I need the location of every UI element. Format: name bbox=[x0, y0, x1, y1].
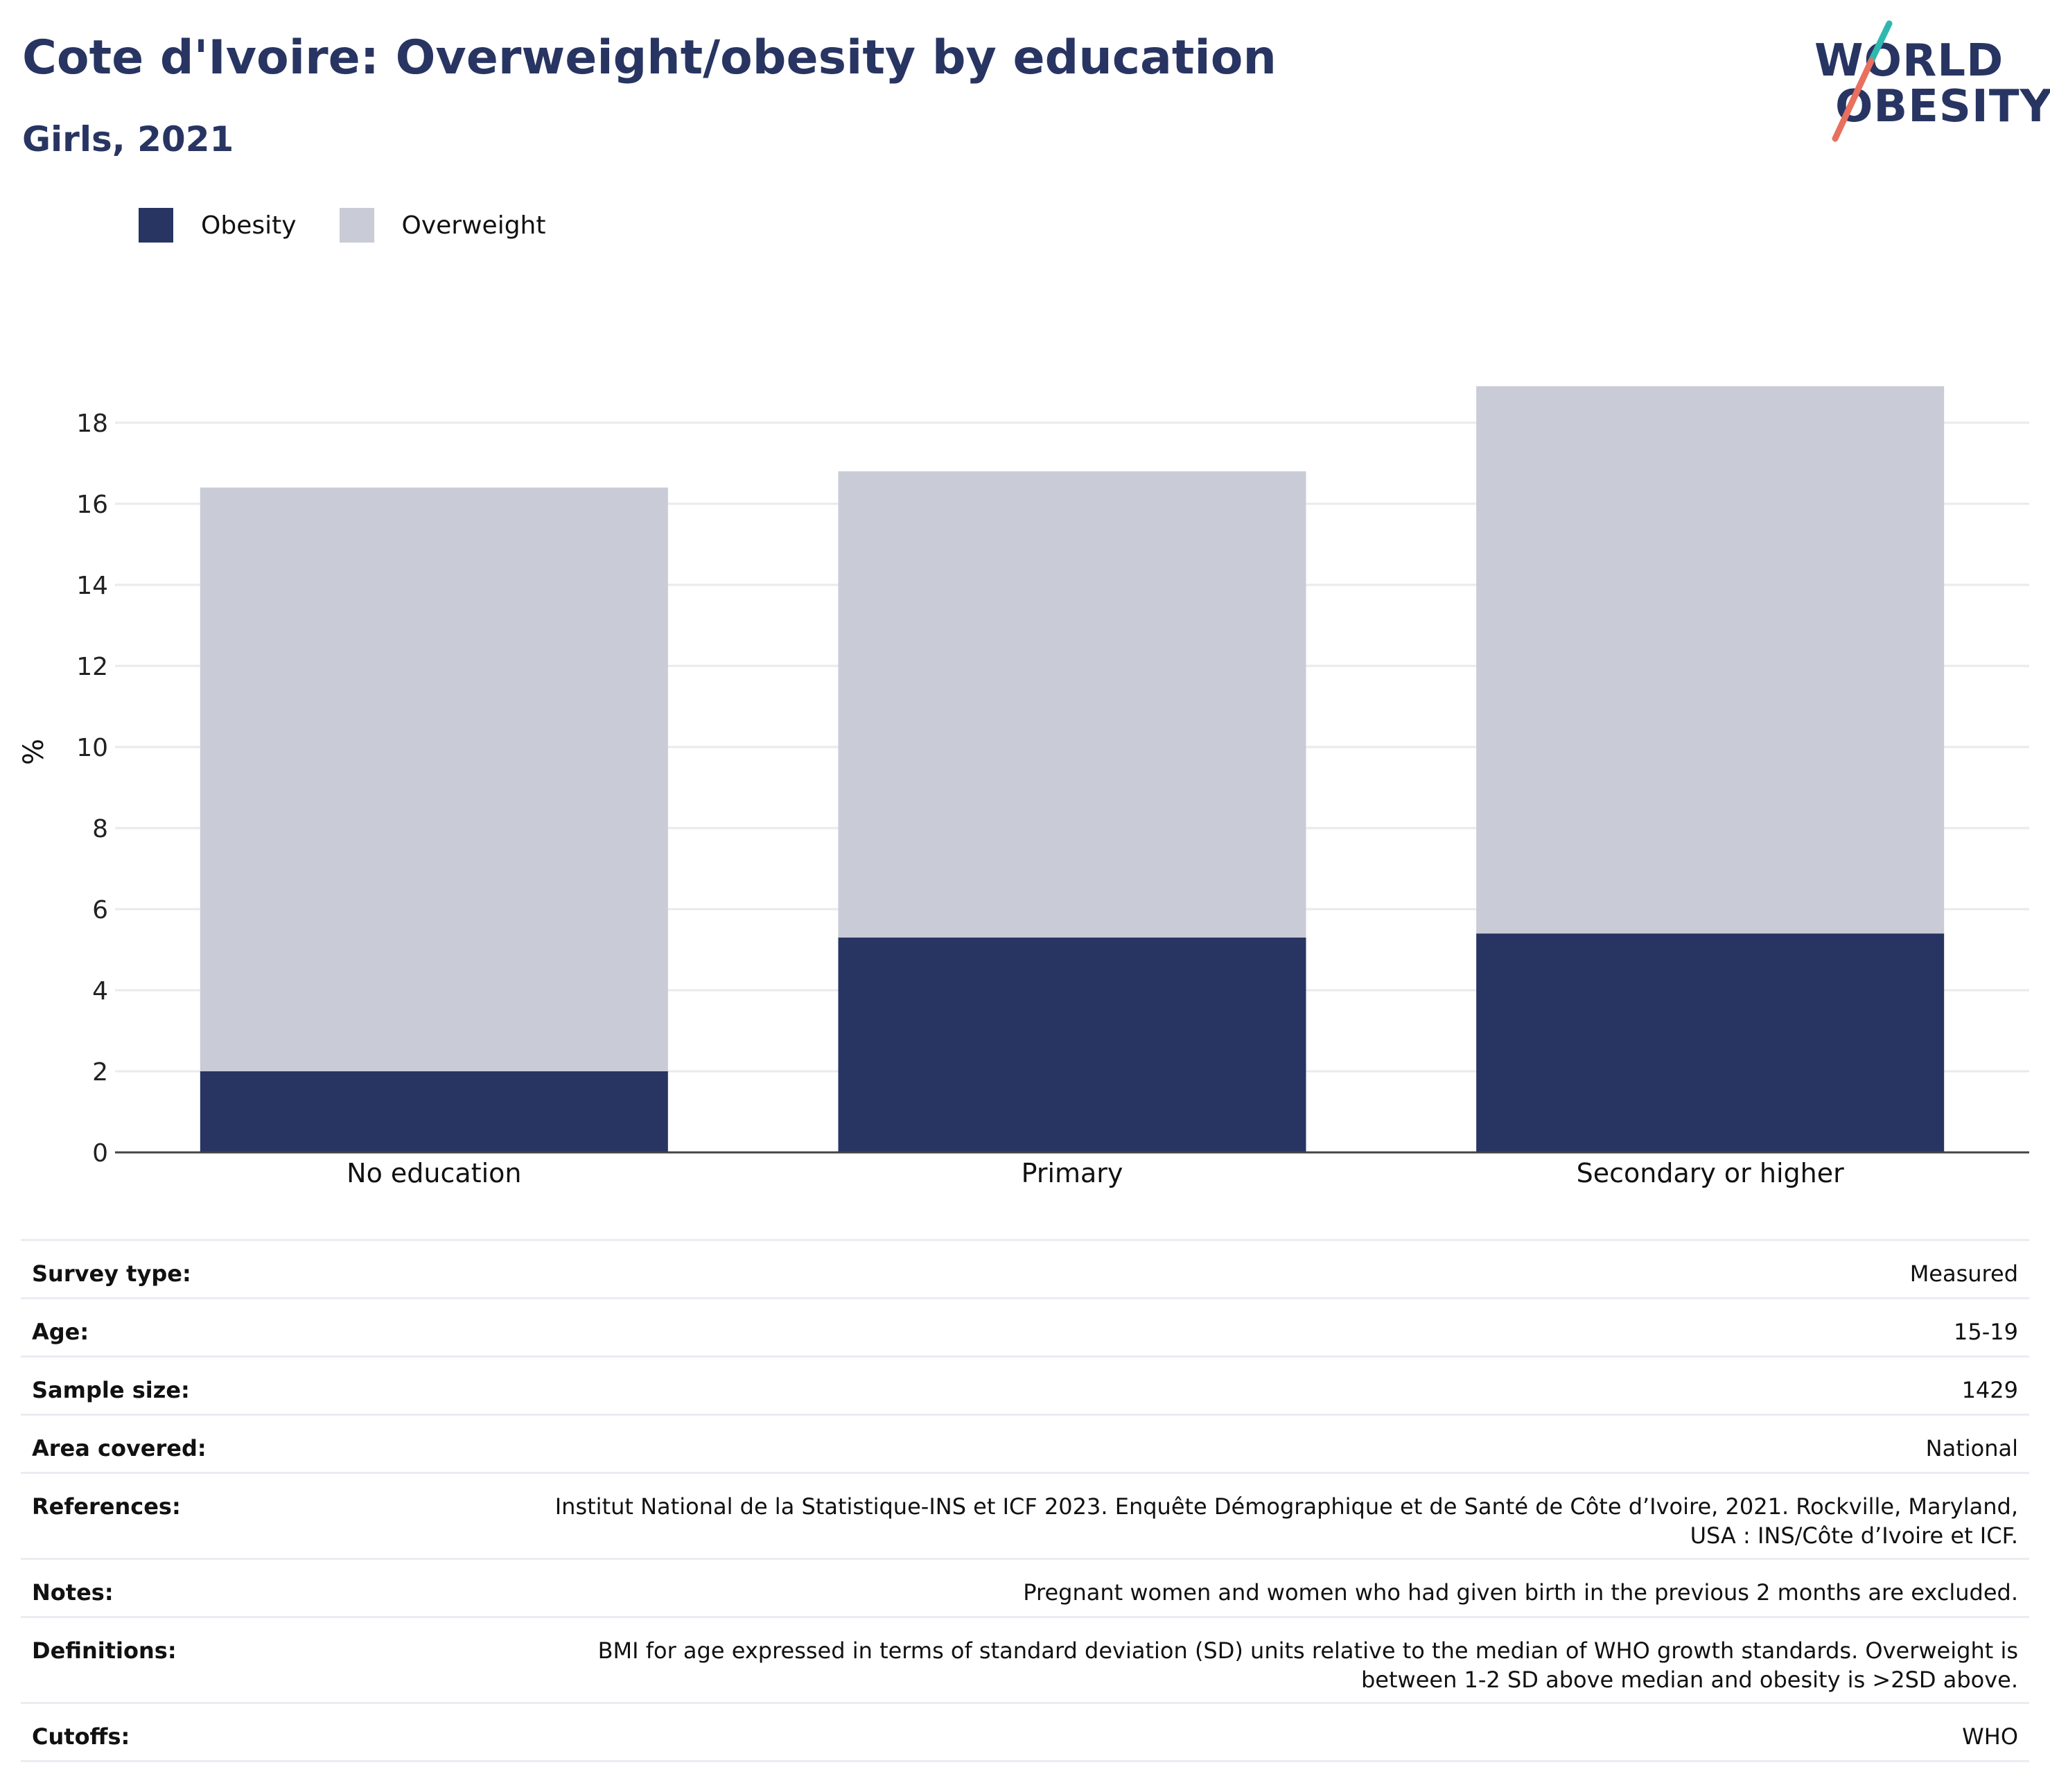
info-row-survey-type: Survey type: Measured bbox=[21, 1241, 2029, 1299]
info-value: Measured bbox=[1909, 1260, 2018, 1287]
info-label: Notes: bbox=[32, 1579, 114, 1606]
survey-info-table: Survey type: Measured Age: 15-19 Sample … bbox=[21, 1239, 2029, 1762]
info-label: References: bbox=[32, 1493, 181, 1520]
legend-item-overweight[interactable]: Overweight bbox=[339, 208, 546, 243]
info-row-definitions: Definitions: BMI for age expressed in te… bbox=[21, 1618, 2029, 1704]
info-label: Survey type: bbox=[32, 1260, 191, 1287]
info-value: National bbox=[1925, 1435, 2018, 1461]
bar-overweight-secondary-or-higher bbox=[1476, 386, 1945, 934]
info-row-sample-size: Sample size: 1429 bbox=[21, 1358, 2029, 1416]
y-tick-label: 10 bbox=[76, 734, 108, 762]
info-label: Definitions: bbox=[32, 1637, 177, 1664]
info-value: 1429 bbox=[1961, 1377, 2018, 1403]
y-tick-label: 12 bbox=[76, 653, 108, 681]
info-row-references: References: Institut National de la Stat… bbox=[21, 1474, 2029, 1560]
info-row-area-covered: Area covered: National bbox=[21, 1416, 2029, 1474]
y-tick-label: 14 bbox=[76, 572, 108, 600]
bar-overweight-primary bbox=[838, 471, 1306, 938]
chart-title: Cote d'Ivoire: Overweight/obesity by edu… bbox=[22, 30, 1277, 85]
info-value: 15-19 bbox=[1954, 1319, 2018, 1345]
info-value: BMI for age expressed in terms of standa… bbox=[597, 1637, 2018, 1693]
info-row-notes: Notes: Pregnant women and women who had … bbox=[21, 1560, 2029, 1618]
info-value: WHO bbox=[1962, 1723, 2018, 1750]
info-label: Sample size: bbox=[32, 1377, 190, 1403]
info-row-cutoffs: Cutoffs: WHO bbox=[21, 1704, 2029, 1762]
x-tick-label: No education bbox=[347, 1158, 521, 1188]
x-tick-label: Primary bbox=[1022, 1158, 1123, 1188]
bar-obesity-primary bbox=[838, 937, 1306, 1152]
logo-slash-icon bbox=[1832, 20, 1893, 142]
x-tick-label: Secondary or higher bbox=[1577, 1158, 1845, 1188]
y-tick-label: 4 bbox=[92, 977, 108, 1005]
y-tick-label: 8 bbox=[92, 815, 108, 843]
stacked-bar-chart: 0 2 4 6 8 10 12 14 16 18% No education Primary Secon… bbox=[18, 386, 2029, 1188]
bar-obesity-secondary-or-higher bbox=[1476, 933, 1945, 1152]
info-value: Pregnant women and women who had given b… bbox=[1023, 1579, 2018, 1606]
logo-word-world: WORLD bbox=[1814, 35, 2004, 87]
y-tick-label: 6 bbox=[92, 896, 108, 924]
y-tick-label: 2 bbox=[92, 1058, 108, 1087]
info-row-age: Age: 15-19 bbox=[21, 1299, 2029, 1358]
info-label: Cutoffs: bbox=[32, 1723, 130, 1750]
chart-subtitle: Girls, 2021 bbox=[22, 119, 234, 159]
y-tick-label: 0 bbox=[92, 1139, 108, 1168]
legend-swatch-obesity bbox=[139, 208, 173, 243]
info-value: Institut National de la Statistique-INS … bbox=[554, 1493, 2018, 1549]
bar-overweight-no-education bbox=[200, 487, 668, 1071]
y-tick-label: 16 bbox=[76, 491, 108, 519]
info-label: Area covered: bbox=[32, 1435, 207, 1461]
y-tick-label: 18 bbox=[76, 410, 108, 438]
chart-legend: Obesity Overweight bbox=[139, 208, 588, 243]
legend-item-obesity[interactable]: Obesity bbox=[139, 208, 297, 243]
world-obesity-logo: WORLD OBESITY bbox=[1809, 19, 2050, 146]
info-label: Age: bbox=[32, 1319, 89, 1345]
legend-label-overweight: Overweight bbox=[401, 211, 546, 240]
legend-swatch-overweight bbox=[339, 208, 374, 243]
y-axis-label: % bbox=[18, 739, 50, 765]
legend-label-obesity: Obesity bbox=[201, 211, 297, 240]
logo-word-obesity: OBESITY bbox=[1835, 81, 2050, 132]
bar-obesity-no-education bbox=[200, 1071, 668, 1152]
